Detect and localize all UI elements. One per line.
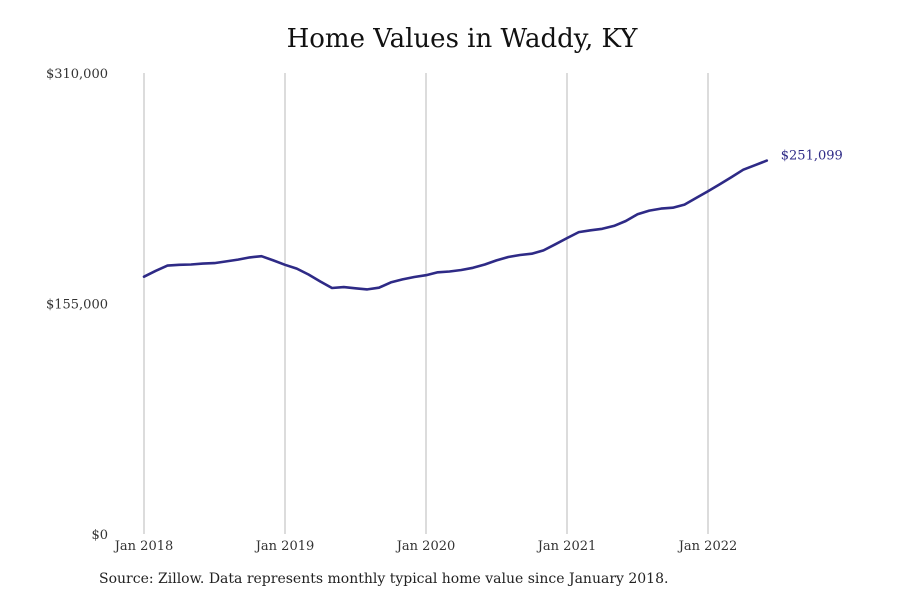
- chart-title: Home Values in Waddy, KY: [286, 24, 638, 54]
- x-tick-label: Jan 2022: [677, 539, 738, 554]
- home-value-line: [142, 159, 769, 291]
- x-axis-ticks: Jan 2018 Jan 2019 Jan 2020 Jan 2021 Jan 2022: [113, 539, 738, 554]
- x-tick-label: Jan 2018: [113, 539, 174, 554]
- y-tick-label: $155,000: [46, 298, 108, 313]
- x-tick-label: Jan 2020: [395, 539, 456, 554]
- chart-source: Source: Zillow. Data represents monthly …: [99, 571, 669, 587]
- end-value-label: $251,099: [781, 149, 843, 164]
- x-tick-label: Jan 2021: [536, 539, 597, 554]
- line-chart: $0$155,000$310,000 Jan 2018 Jan 2019 Jan 2…: [46, 67, 843, 554]
- gridlines: [143, 73, 709, 534]
- x-tick-label: Jan 2019: [254, 539, 315, 554]
- y-tick-label: $310,000: [46, 67, 108, 82]
- y-axis-ticks: $0 $155,000 $310,000: [46, 67, 108, 543]
- y-tick-label: $0: [91, 528, 108, 543]
